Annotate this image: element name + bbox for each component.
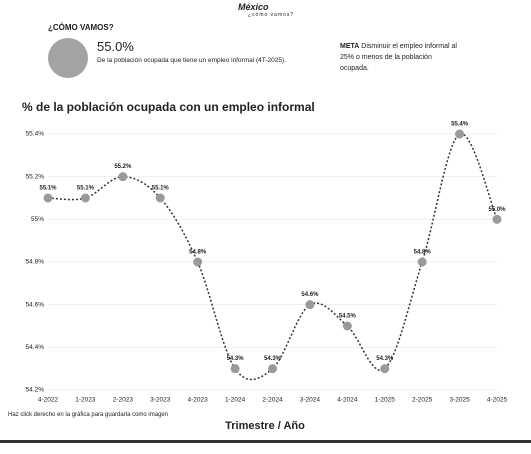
section-label: ¿CÓMO VAMOS? [48,23,114,32]
data-label: 55.0% [488,207,506,213]
y-tick-label: 54.2% [26,387,45,394]
data-point [80,193,90,203]
meta-label: META [340,43,360,50]
headline-value: 55.0% [97,39,134,54]
data-line [47,133,498,381]
logo-name: México [238,2,269,12]
y-tick-label: 54.8% [26,259,45,266]
bottom-rule [0,440,531,443]
x-tick-label: 3-2024 [300,397,321,404]
chart-title: % de la población ocupada con un empleo … [22,100,315,114]
y-tick-label: 54.6% [26,301,45,308]
data-label: 55.1% [152,186,170,192]
data-point [230,364,240,374]
data-point [455,129,465,139]
data-point [342,321,352,331]
data-label: 55.1% [77,186,95,192]
x-tick-label: 4-2025 [487,397,508,404]
x-axis-title: Trimestre / Año [225,420,305,432]
logo-tagline: ¿cómo vamos? [248,12,295,18]
y-tick-label: 55% [31,216,44,223]
data-point [380,364,390,374]
data-point [118,172,128,182]
data-point [268,364,277,374]
x-tick-label: 2-2025 [412,397,433,404]
x-tick-label: 2-2024 [262,397,283,404]
data-label: 55.4% [451,122,469,128]
x-tick-label: 1-2024 [225,397,246,404]
data-label: 54.3% [227,356,245,362]
y-tick-label: 55.4% [26,131,45,138]
x-tick-label: 4-2024 [337,397,358,404]
data-point [155,193,165,203]
indicator-circle [48,38,88,78]
data-label: 55.2% [114,164,132,170]
data-label: 55.1% [39,186,57,192]
y-tick-label: 54.4% [26,344,45,351]
data-point [193,257,203,267]
x-tick-label: 2-2023 [113,397,134,404]
x-tick-label: 3-2025 [449,397,470,404]
x-tick-label: 3-2023 [150,397,171,404]
data-label: 54.8% [189,250,207,256]
data-label: 54.6% [301,292,319,298]
y-tick-label: 55.2% [26,173,45,180]
data-label: 54.8% [414,250,432,256]
x-tick-label: 4-2023 [188,397,209,404]
meta-text: Disminuir el empleo informal al 25% o me… [340,43,457,72]
footer-note: Haz click derecho en la gráfica para gua… [8,412,169,418]
data-point [492,214,502,224]
x-tick-label: 1-2023 [75,397,96,404]
headline-text: De la población ocupada que tiene un emp… [97,57,286,64]
data-label: 54.3% [376,356,394,362]
data-point [305,300,315,310]
data-point [417,257,427,267]
data-label: 54.5% [339,314,357,320]
data-point [43,193,53,203]
meta: META Disminuir el empleo informal al 25%… [340,41,460,74]
data-label: 54.3% [264,356,282,362]
x-tick-label: 1-2025 [375,397,396,404]
x-tick-label: 4-2022 [38,397,59,404]
